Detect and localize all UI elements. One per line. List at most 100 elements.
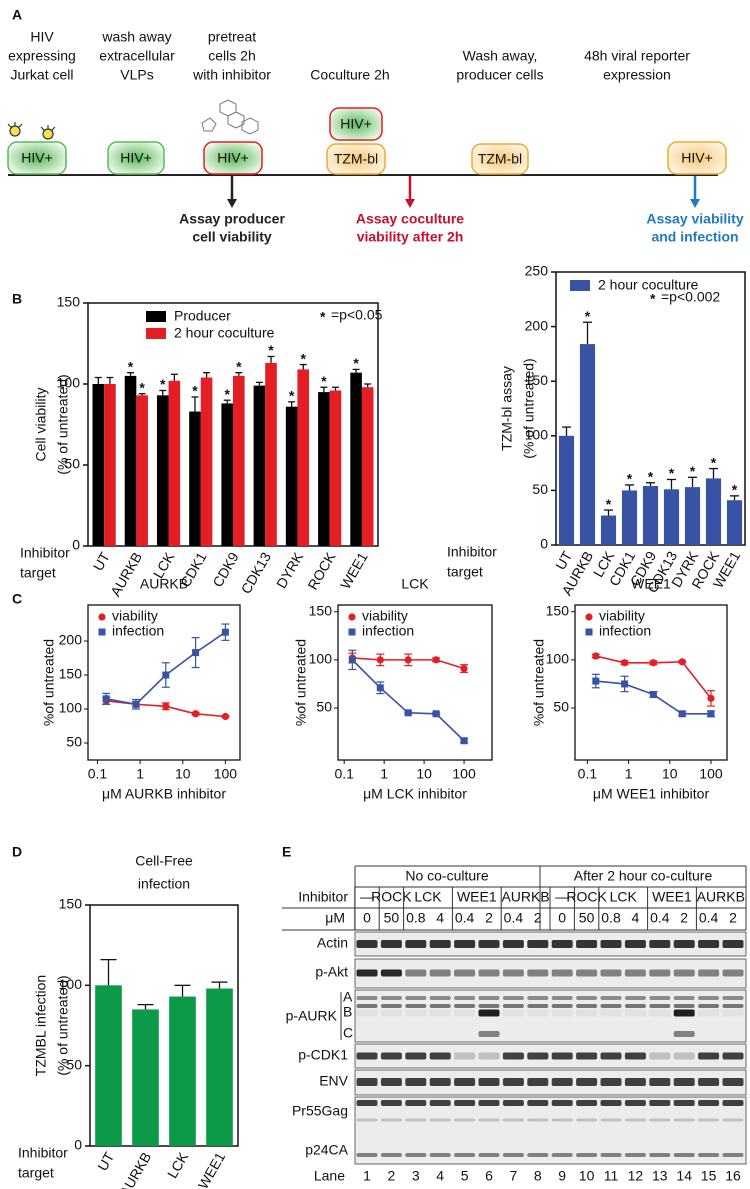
significance-marker: * [732, 482, 738, 498]
step-label: Coculture 2h [310, 67, 389, 83]
error-bar [203, 372, 211, 378]
point [649, 659, 657, 667]
band [673, 996, 695, 1000]
band [405, 1118, 427, 1122]
error-bar [561, 426, 572, 436]
band [624, 1009, 646, 1017]
band [600, 1004, 622, 1008]
band [503, 1031, 524, 1037]
band [649, 1078, 671, 1086]
y-tick-label: 50 [64, 456, 80, 472]
step-label: HIV [30, 29, 54, 45]
significance-marker: * [289, 388, 295, 404]
band [478, 1052, 500, 1060]
stage-box [7, 141, 67, 175]
band [380, 1100, 402, 1106]
band [356, 1004, 378, 1008]
band [673, 1118, 695, 1122]
bar [168, 380, 181, 546]
arrow-head [405, 199, 415, 208]
chart-title: Cell-Free [135, 853, 193, 869]
bar [233, 375, 245, 546]
y-tick-label: 150 [525, 372, 549, 388]
y-tick-label: 200 [525, 317, 549, 333]
blot-row-label: p-Akt [315, 964, 348, 980]
band [624, 940, 646, 948]
dose-label: 2 [485, 910, 493, 926]
stage-box [203, 141, 263, 175]
stage-box [329, 107, 383, 141]
band [478, 1153, 500, 1157]
band [601, 1031, 622, 1037]
band [527, 1078, 549, 1086]
assay-label: Assay coculture [356, 211, 464, 227]
band [551, 1153, 573, 1157]
blot-row-label: Pr55Gag [292, 1103, 348, 1119]
point [191, 710, 200, 718]
y-tick-label: 50 [66, 734, 82, 750]
band [698, 1153, 720, 1157]
bar [206, 988, 233, 1146]
point [404, 656, 412, 664]
dose-label: 0.4 [650, 910, 670, 926]
step-label: pretreat [208, 29, 256, 45]
lane-number: 3 [412, 1168, 420, 1184]
lane-number: 4 [436, 1168, 444, 1184]
plot-frame [89, 904, 239, 1147]
series-line [351, 659, 465, 742]
band [624, 1052, 646, 1060]
y-tick-label: 250 [525, 263, 549, 279]
band [454, 1004, 476, 1008]
y-tick-label: 0 [72, 537, 80, 553]
x-axis-label: μM AURKB inhibitor [102, 786, 226, 802]
band [576, 940, 598, 948]
band [356, 1078, 378, 1086]
dose-label: 50 [579, 910, 595, 926]
error-bar [174, 984, 191, 997]
legend-label: 2 hour coculture [174, 325, 275, 341]
panel-label: B [12, 291, 22, 307]
stage-box [471, 143, 529, 175]
step-label: cells 2h [208, 48, 255, 64]
band [722, 1100, 744, 1106]
significance-marker: * [321, 373, 327, 389]
x-axis-label: target [447, 564, 483, 580]
blot-row-label: ENV [319, 1073, 348, 1089]
band [576, 1078, 598, 1086]
legend-label: viability [362, 608, 408, 624]
band [722, 1009, 744, 1017]
chart-title: LCK [401, 576, 429, 592]
band [429, 1078, 451, 1086]
band [600, 1009, 622, 1017]
x-tick-label: 10 [175, 766, 191, 782]
error-bar [299, 363, 307, 370]
band [649, 1052, 671, 1060]
step-label: with inhibitor [192, 67, 271, 83]
band [454, 969, 476, 977]
y-tick-label: 100 [59, 700, 83, 716]
bar [329, 390, 342, 546]
point [649, 691, 657, 699]
bar [169, 996, 196, 1146]
dose-label: 2 [729, 910, 737, 926]
dose-label: 0.4 [699, 910, 719, 926]
band [698, 1078, 720, 1086]
band [429, 1004, 451, 1008]
band [673, 1009, 695, 1017]
y-tick-label: 150 [59, 666, 83, 682]
legend-marker [348, 628, 356, 636]
annotation: =p<0.002 [661, 289, 720, 305]
band [600, 1100, 622, 1106]
band [454, 1009, 476, 1017]
stage-box [326, 143, 386, 175]
inhibitor-label: LCK [610, 889, 638, 905]
band [454, 996, 476, 1000]
legend-swatch [146, 311, 166, 322]
dose-label: 4 [632, 910, 640, 926]
significance-marker: * [236, 358, 242, 374]
dose-label: 4 [436, 910, 444, 926]
band [698, 1031, 719, 1037]
lane-number: 10 [579, 1168, 595, 1184]
band [405, 1004, 427, 1008]
